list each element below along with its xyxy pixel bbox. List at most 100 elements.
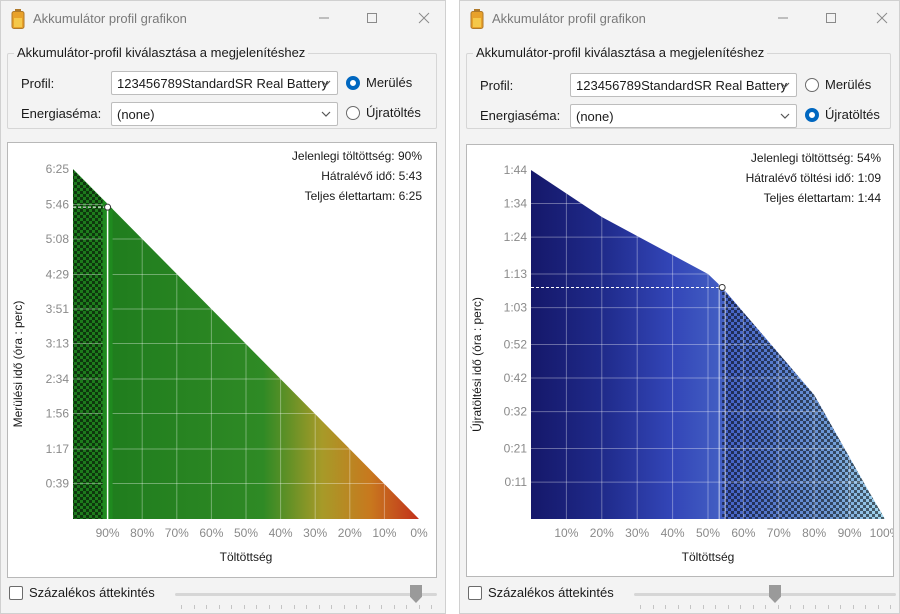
title-bar: Akkumulátor profil grafikon (460, 1, 899, 35)
y-tick-label: 5:08 (46, 232, 70, 246)
x-tick-label: 40% (661, 526, 685, 540)
profile-value: 123456789StandardSR Real Battery (576, 78, 788, 93)
radio-indicator (346, 75, 360, 90)
energy-scheme-dropdown[interactable]: (none) (111, 102, 338, 126)
y-tick-label: 0:52 (504, 338, 528, 352)
minimize-button[interactable] (770, 7, 796, 29)
slider-tick (827, 605, 829, 609)
x-axis-label: Töltöttség (220, 550, 273, 564)
slider-tick (281, 605, 282, 609)
y-tick-label: 1:34 (504, 197, 528, 211)
minimize-icon (778, 17, 788, 19)
close-icon (876, 12, 888, 24)
y-tick-label: 0:32 (504, 405, 528, 419)
battery-icon (470, 9, 484, 29)
slider-tick (702, 605, 704, 609)
minimize-button[interactable] (311, 7, 337, 29)
slider-tick (815, 605, 816, 609)
y-axis-label: Merülési idő (óra : perc) (11, 301, 25, 428)
discharge-radio[interactable]: Merülés (805, 77, 871, 92)
time-slider[interactable] (175, 584, 437, 610)
x-tick-label: 60% (731, 526, 755, 540)
slider-tick (356, 605, 357, 609)
maximize-icon (367, 13, 377, 23)
percent-overview-checkbox[interactable]: Százalékos áttekintés (468, 585, 614, 600)
minimize-icon (319, 17, 329, 19)
profile-dropdown[interactable]: 123456789StandardSR Real Battery (570, 73, 797, 97)
x-tick-label: 80% (802, 526, 826, 540)
radio-indicator (805, 77, 819, 92)
x-tick-label: 10% (372, 526, 396, 540)
slider-thumb[interactable] (769, 585, 781, 603)
close-button[interactable] (411, 7, 437, 29)
recharge-radio-label: Újratöltés (366, 105, 421, 120)
total-lifetime-text: Teljes élettartam: 6:25 (304, 189, 422, 203)
x-tick-label: 50% (234, 526, 258, 540)
y-tick-label: 1:24 (504, 230, 528, 244)
slider-tick (343, 605, 345, 609)
slider-track (634, 593, 896, 596)
recharge-radio[interactable]: Újratöltés (346, 105, 421, 120)
energy-scheme-dropdown[interactable]: (none) (570, 104, 797, 128)
bottom-bar: Százalékos áttekintés (460, 577, 899, 613)
slider-ticks (175, 605, 437, 610)
chevron-down-icon (321, 111, 331, 117)
slider-tick (306, 605, 307, 609)
percent-overview-checkbox[interactable]: Százalékos áttekintés (9, 585, 155, 600)
chevron-down-icon (780, 82, 790, 88)
window-title: Akkumulátor profil grafikon (33, 11, 187, 26)
profile-dropdown[interactable]: 123456789StandardSR Real Battery (111, 71, 338, 95)
slider-tick (840, 605, 841, 609)
discharge-chart: 6:25 5:46 5:08 4:29 3:51 3:13 2:34 1:56 1:17 0:39… (7, 142, 437, 578)
group-title: Akkumulátor-profil kiválasztása a megjel… (14, 45, 309, 60)
checkbox-box (468, 585, 482, 600)
y-tick-label: 0:21 (504, 442, 528, 456)
scheme-value: (none) (576, 109, 614, 124)
remaining-time-text: Hátralévő idő: 5:43 (321, 169, 422, 183)
y-tick-label: 0:42 (504, 371, 528, 385)
slider-thumb[interactable] (410, 585, 422, 603)
maximize-button[interactable] (359, 7, 385, 29)
y-tick-label: 6:25 (46, 162, 70, 176)
time-slider[interactable] (634, 584, 896, 610)
x-tick-label: 0% (410, 526, 428, 540)
recharge-radio-label: Újratöltés (825, 107, 880, 122)
maximize-icon (826, 13, 836, 23)
y-tick-label: 5:46 (46, 197, 70, 211)
marker-point (718, 283, 726, 291)
current-charge-text: Jelenlegi töltöttség: 54% (750, 151, 881, 165)
y-tick-label: 0:39 (46, 477, 70, 491)
discharge-radio-label: Merülés (366, 75, 413, 90)
maximize-button[interactable] (818, 7, 844, 29)
discharge-radio[interactable]: Merülés (346, 75, 412, 90)
percent-overview-label: Százalékos áttekintés (29, 585, 155, 600)
remaining-charge-time-text: Hátralévő töltési idő: 1:09 (745, 171, 881, 185)
profile-selection-group: Akkumulátor-profil kiválasztása a megjel… (7, 45, 437, 129)
x-axis-label: Töltöttség (682, 550, 735, 564)
y-tick-label: 1:17 (46, 442, 70, 456)
slider-tick (665, 605, 666, 609)
slider-tick (256, 605, 257, 609)
slider-tick (715, 605, 716, 609)
slider-tick (640, 605, 641, 609)
radio-indicator (805, 107, 819, 122)
y-tick-label: 1:13 (504, 267, 528, 281)
x-tick-label: 80% (130, 526, 154, 540)
slider-tick (243, 605, 245, 609)
scheme-label: Energiaséma: (480, 108, 561, 123)
x-tick-label: 70% (767, 526, 791, 540)
recharge-radio[interactable]: Újratöltés (805, 107, 880, 122)
group-title: Akkumulátor-profil kiválasztása a megjel… (473, 45, 768, 60)
x-tick-label: 70% (165, 526, 189, 540)
slider-tick (677, 605, 679, 609)
y-tick-label: 4:29 (46, 267, 70, 281)
close-button[interactable] (869, 7, 895, 29)
y-tick-label: 1:03 (504, 301, 528, 315)
profile-selection-group: Akkumulátor-profil kiválasztása a megjel… (466, 45, 891, 129)
slider-tick (381, 605, 382, 609)
slider-tick (777, 605, 779, 609)
slider-tick (368, 605, 370, 609)
profile-label: Profil: (21, 76, 55, 91)
window-title: Akkumulátor profil grafikon (492, 11, 646, 26)
slider-tick (193, 605, 195, 609)
